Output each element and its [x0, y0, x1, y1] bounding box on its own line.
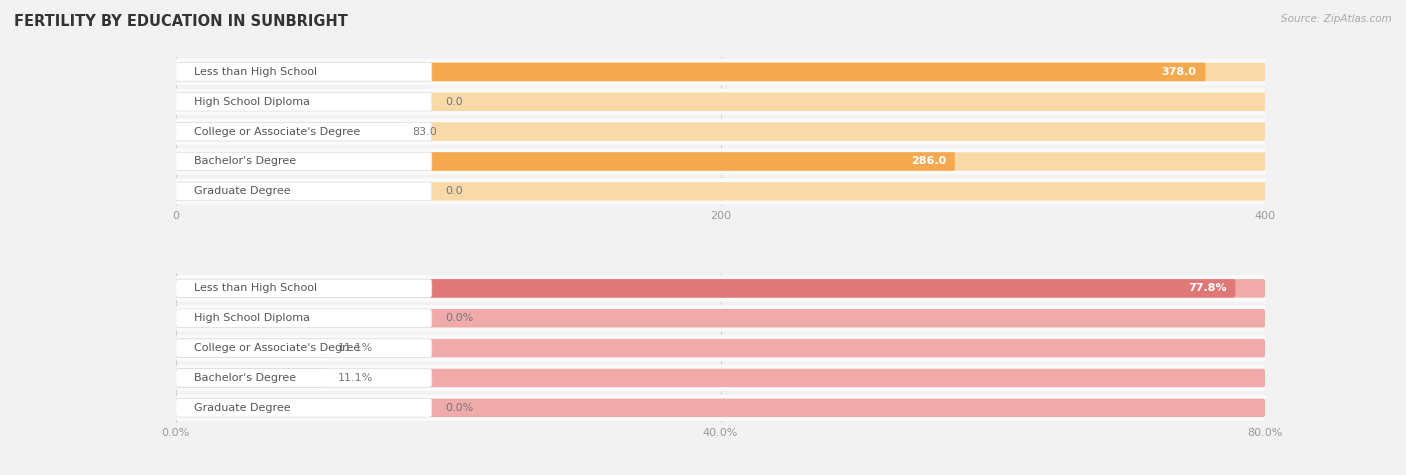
Text: Less than High School: Less than High School [194, 284, 316, 294]
Text: Bachelor's Degree: Bachelor's Degree [194, 156, 295, 167]
FancyBboxPatch shape [176, 123, 402, 141]
FancyBboxPatch shape [176, 123, 1265, 141]
Text: Source: ZipAtlas.com: Source: ZipAtlas.com [1281, 14, 1392, 24]
FancyBboxPatch shape [176, 279, 1236, 298]
FancyBboxPatch shape [176, 369, 432, 387]
FancyBboxPatch shape [176, 369, 328, 387]
FancyBboxPatch shape [176, 123, 432, 141]
FancyBboxPatch shape [176, 148, 1265, 175]
Text: 11.1%: 11.1% [337, 373, 373, 383]
FancyBboxPatch shape [176, 369, 1265, 387]
FancyBboxPatch shape [176, 182, 1265, 200]
FancyBboxPatch shape [176, 279, 1265, 298]
FancyBboxPatch shape [176, 279, 432, 298]
FancyBboxPatch shape [176, 275, 1265, 302]
Text: 77.8%: 77.8% [1188, 284, 1226, 294]
Text: 286.0: 286.0 [911, 156, 946, 167]
FancyBboxPatch shape [176, 152, 955, 171]
FancyBboxPatch shape [176, 178, 1265, 205]
FancyBboxPatch shape [176, 399, 432, 417]
FancyBboxPatch shape [176, 339, 328, 357]
FancyBboxPatch shape [176, 118, 1265, 145]
Text: Graduate Degree: Graduate Degree [194, 186, 290, 196]
Text: College or Associate's Degree: College or Associate's Degree [194, 127, 360, 137]
FancyBboxPatch shape [176, 93, 432, 111]
FancyBboxPatch shape [176, 63, 432, 81]
Text: FERTILITY BY EDUCATION IN SUNBRIGHT: FERTILITY BY EDUCATION IN SUNBRIGHT [14, 14, 347, 29]
FancyBboxPatch shape [176, 335, 1265, 361]
FancyBboxPatch shape [176, 63, 1205, 81]
FancyBboxPatch shape [176, 365, 1265, 391]
Text: 0.0: 0.0 [444, 186, 463, 196]
Text: High School Diploma: High School Diploma [194, 313, 309, 323]
FancyBboxPatch shape [176, 152, 1265, 171]
FancyBboxPatch shape [176, 152, 432, 171]
Text: Less than High School: Less than High School [194, 67, 316, 77]
FancyBboxPatch shape [176, 63, 1265, 81]
Text: 0.0: 0.0 [444, 97, 463, 107]
FancyBboxPatch shape [176, 399, 1265, 417]
Text: 0.0%: 0.0% [444, 403, 474, 413]
Text: 11.1%: 11.1% [337, 343, 373, 353]
FancyBboxPatch shape [176, 339, 432, 357]
FancyBboxPatch shape [176, 93, 1265, 111]
FancyBboxPatch shape [176, 182, 432, 200]
Text: High School Diploma: High School Diploma [194, 97, 309, 107]
Text: 378.0: 378.0 [1161, 67, 1197, 77]
FancyBboxPatch shape [176, 395, 1265, 421]
Text: 83.0: 83.0 [413, 127, 437, 137]
FancyBboxPatch shape [176, 309, 1265, 327]
FancyBboxPatch shape [176, 305, 1265, 332]
Text: Graduate Degree: Graduate Degree [194, 403, 290, 413]
Text: 0.0%: 0.0% [444, 313, 474, 323]
FancyBboxPatch shape [176, 89, 1265, 115]
Text: College or Associate's Degree: College or Associate's Degree [194, 343, 360, 353]
FancyBboxPatch shape [176, 309, 432, 327]
Text: Bachelor's Degree: Bachelor's Degree [194, 373, 295, 383]
FancyBboxPatch shape [176, 339, 1265, 357]
FancyBboxPatch shape [176, 59, 1265, 85]
